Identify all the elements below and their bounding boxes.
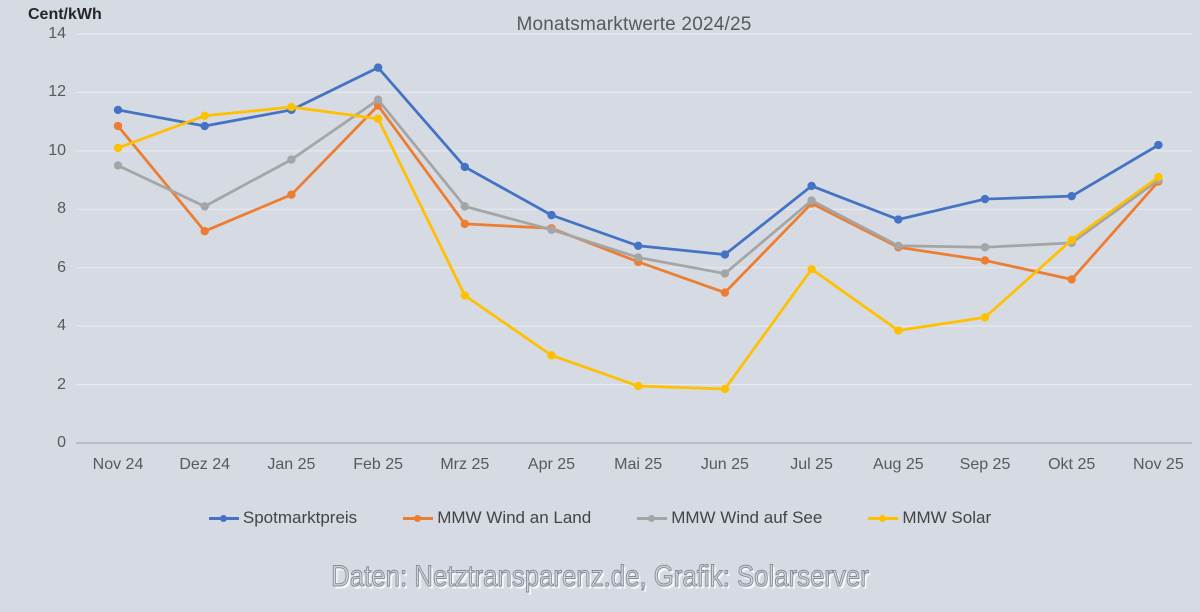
data-point-spotmarktpreis-dez-24 [200, 121, 209, 131]
data-point-mmw-wind-auf-see-aug-25 [894, 241, 903, 251]
legend: Spotmarktpreis MMW Wind an Land MMW Wind a… [0, 508, 1200, 528]
data-point-spotmarktpreis-nov-25 [1154, 140, 1163, 150]
y-tick-label: 6 [57, 258, 66, 276]
legend-label: MMW Solar [902, 508, 992, 527]
data-point-mmw-solar-mai-25 [634, 381, 643, 391]
data-point-spotmarktpreis-aug-25 [894, 215, 903, 224]
data-point-mmw-solar-jun-25 [720, 384, 730, 394]
data-point-mmw-wind-auf-see-nov-24 [113, 161, 123, 170]
x-tick-label: Dez 24 [179, 456, 231, 473]
data-point-mmw-solar-apr-25 [547, 351, 556, 360]
data-point-mmw-solar-jul-25 [807, 264, 816, 274]
caption-text: Daten: Netztransparenz.de, Grafik: Solar… [331, 560, 870, 594]
data-point-mmw-solar-aug-25 [894, 326, 903, 335]
y-tick-label: 10 [48, 141, 66, 159]
legend-label: Spotmarktpreis [242, 508, 358, 527]
legend-marker-dot [219, 514, 227, 522]
x-tick-label: Apr 25 [527, 456, 576, 473]
legend-item-mmw-wind-auf-see: MMW Wind auf See [637, 508, 822, 528]
x-tick-label: Nov 24 [92, 456, 144, 473]
legend-line-marker-icon [208, 514, 239, 523]
legend-marker-dot [648, 514, 656, 522]
data-point-spotmarktpreis-okt-25 [1067, 191, 1076, 201]
legend-marker-dot [879, 514, 887, 522]
legend-line-marker-icon [868, 514, 899, 523]
data-point-spotmarktpreis-sep-25 [980, 194, 990, 204]
data-point-spotmarktpreis-jul-25 [807, 181, 816, 191]
x-tick-label: Mrz 25 [440, 456, 490, 473]
data-point-mmw-wind-auf-see-jul-25 [807, 196, 816, 205]
data-point-mmw-solar-nov-24 [113, 143, 123, 153]
x-tick-label: Aug 25 [872, 456, 924, 473]
y-tick-label: 12 [48, 83, 66, 101]
data-point-mmw-wind-an-land-jun-25 [720, 288, 730, 297]
data-point-mmw-wind-auf-see-apr-25 [547, 225, 556, 234]
data-point-mmw-solar-sep-25 [980, 313, 990, 322]
data-point-spotmarktpreis-apr-25 [547, 210, 556, 220]
data-point-spotmarktpreis-mrz-25 [460, 162, 469, 172]
x-tick-label: Sep 25 [959, 456, 1011, 473]
x-tick-label: Nov 25 [1133, 456, 1184, 473]
data-point-mmw-wind-auf-see-sep-25 [980, 243, 990, 252]
data-point-spotmarktpreis-jun-25 [720, 250, 730, 259]
x-tick-label: Jul 25 [790, 456, 833, 473]
data-point-mmw-solar-mrz-25 [460, 291, 469, 300]
legend-marker-dot [414, 514, 422, 522]
data-point-mmw-solar-jan-25 [287, 102, 296, 112]
x-tick-label: Feb 25 [353, 456, 403, 473]
data-point-mmw-wind-auf-see-jun-25 [720, 269, 730, 278]
x-tick-label: Mai 25 [614, 456, 663, 473]
data-point-mmw-solar-okt-25 [1067, 235, 1076, 245]
data-point-mmw-solar-dez-24 [200, 111, 209, 121]
data-point-mmw-solar-nov-25 [1154, 172, 1163, 182]
series-line-spotmarktpreis [116, 66, 1160, 256]
legend-item-mmw-wind-an-land: MMW Wind an Land [403, 508, 591, 528]
data-point-mmw-wind-an-land-nov-24 [113, 121, 123, 131]
legend-item-mmw-solar: MMW Solar [868, 508, 991, 528]
legend-line-marker-icon [403, 514, 434, 523]
legend-label: MMW Wind an Land [437, 508, 592, 527]
y-tick-label: 2 [57, 375, 66, 393]
data-point-mmw-solar-feb-25 [373, 114, 383, 123]
data-point-mmw-wind-auf-see-dez-24 [200, 202, 209, 211]
data-point-mmw-wind-auf-see-jan-25 [287, 155, 296, 164]
y-tick-label: 4 [57, 317, 66, 335]
chart-title: Monatsmarktwerte 2024/25 [516, 14, 752, 35]
x-tick-label: Jun 25 [700, 456, 749, 473]
y-tick-label: 0 [57, 434, 66, 451]
data-point-mmw-wind-auf-see-mrz-25 [460, 202, 469, 211]
legend-item-spotmarktpreis: Spotmarktpreis [208, 508, 358, 528]
data-point-spotmarktpreis-feb-25 [373, 63, 383, 72]
y-axis-label: Cent/kWh [28, 6, 102, 23]
data-point-mmw-wind-an-land-dez-24 [200, 226, 209, 236]
legend-line-marker-icon [637, 514, 668, 523]
data-point-mmw-wind-an-land-jan-25 [287, 190, 296, 199]
data-point-spotmarktpreis-mai-25 [634, 241, 643, 251]
data-point-mmw-wind-an-land-mrz-25 [460, 219, 469, 229]
x-tick-label: Okt 25 [1048, 456, 1096, 473]
data-point-mmw-wind-an-land-okt-25 [1067, 275, 1076, 284]
data-point-mmw-wind-auf-see-mai-25 [634, 253, 643, 262]
data-point-spotmarktpreis-nov-24 [113, 105, 123, 115]
x-tick-label: Jan 25 [267, 456, 316, 473]
y-tick-label: 8 [57, 200, 66, 218]
data-point-mmw-wind-an-land-sep-25 [980, 256, 990, 265]
legend-label: MMW Wind auf See [671, 508, 823, 527]
data-point-mmw-wind-auf-see-feb-25 [373, 95, 383, 104]
y-tick-label: 14 [48, 25, 66, 42]
